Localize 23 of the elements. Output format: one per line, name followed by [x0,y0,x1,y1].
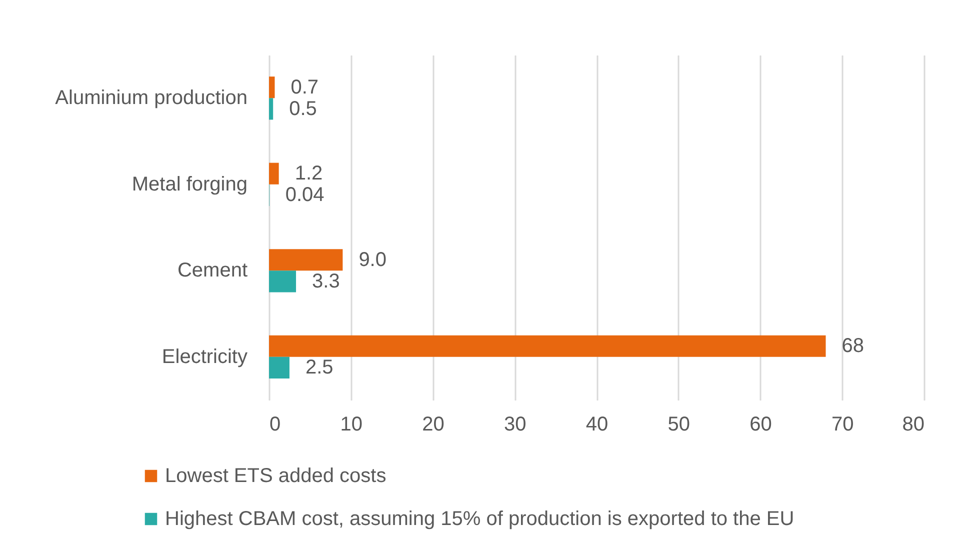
data-label: 1.2 [294,162,323,185]
x-tick-label: 70 [832,414,854,436]
y-tick-label: Electricity [162,346,248,368]
data-label: 0.7 [290,76,319,98]
x-tick-label: 40 [586,414,608,436]
y-tick-label: Cement [177,260,248,282]
data-label: 9.0 [358,248,386,271]
x-tick-label: 60 [750,414,772,436]
x-tick-label: 20 [422,414,444,436]
legend-label: Lowest ETS added costs [165,465,386,487]
x-tick-label: 50 [668,414,690,436]
y-tick-label: Metal forging [132,173,248,196]
x-tick-label: 80 [902,414,924,436]
x-tick-label: 30 [504,414,526,436]
data-label: 0.04 [285,184,324,206]
data-label: 2.5 [305,356,334,379]
y-tick-label: Aluminium production [55,87,248,110]
data-label: 0.5 [289,98,317,120]
data-label: 3.3 [312,270,340,292]
x-tick-label: 10 [340,414,362,436]
legend-label: Highest CBAM cost, assuming 15% of production is exported to the EU [165,508,794,530]
data-label: 68 [842,335,864,358]
x-tick-label: 0 [270,414,281,436]
